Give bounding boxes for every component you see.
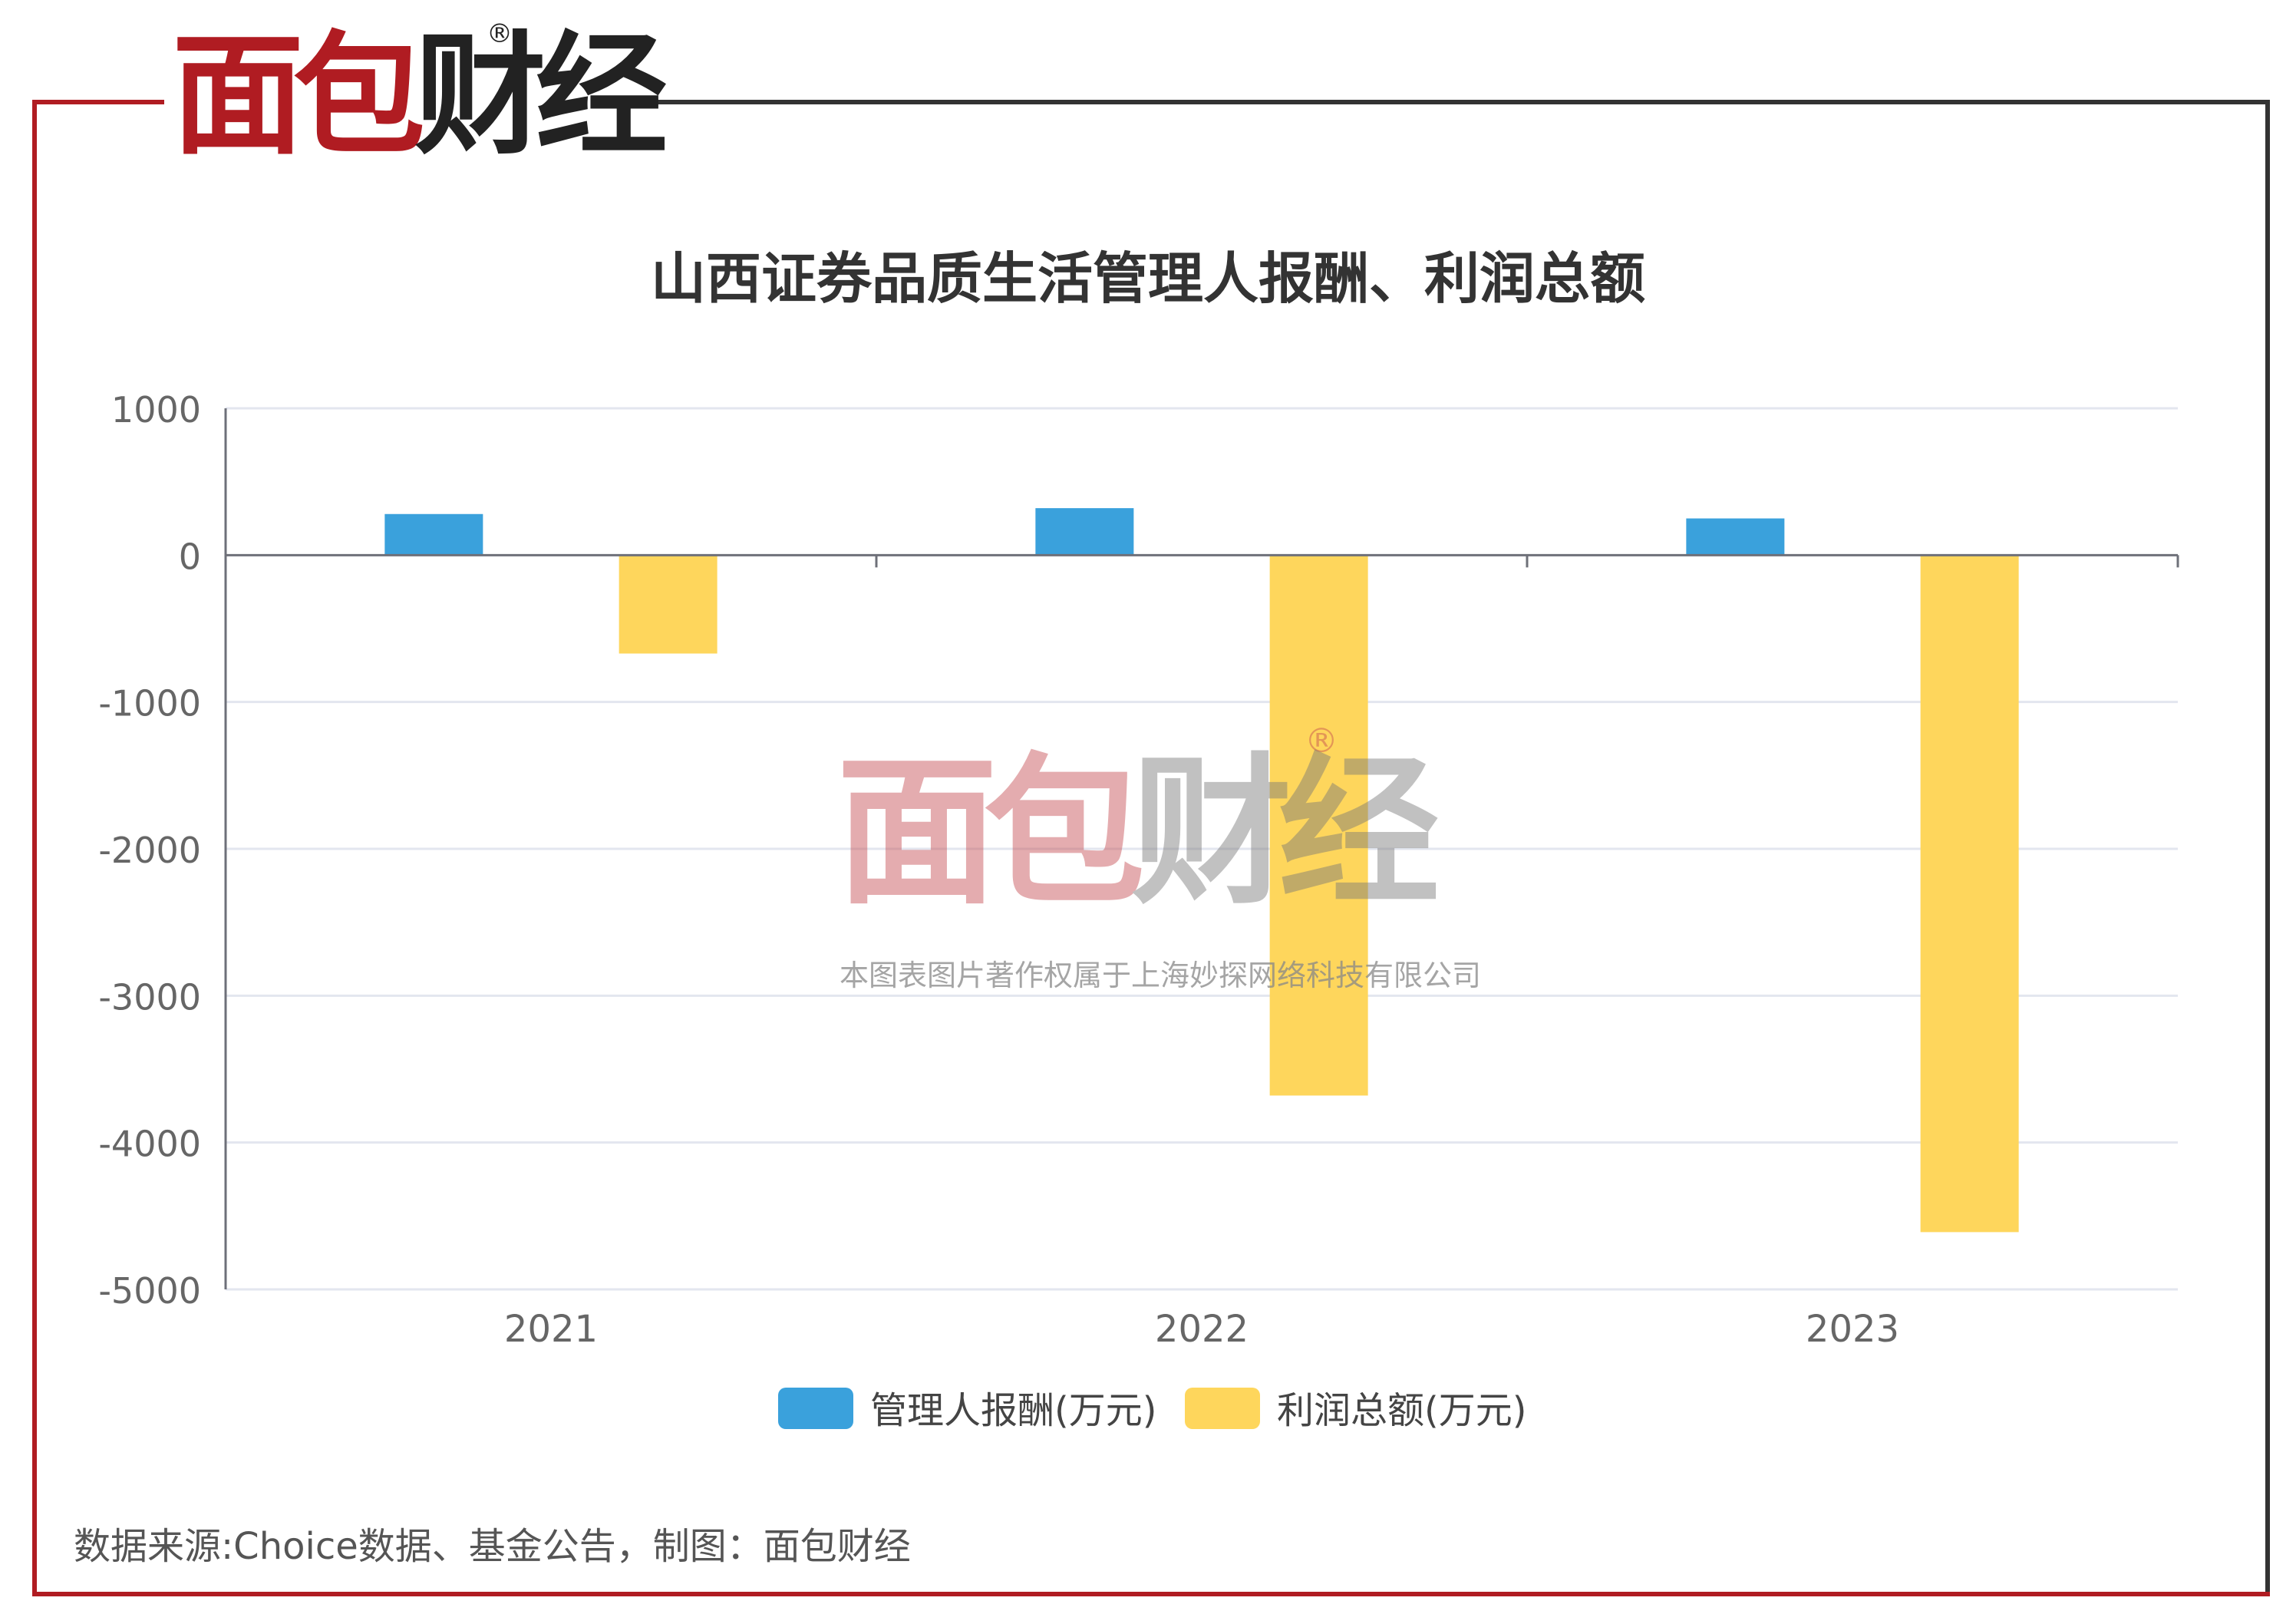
y-tick-label: -3000 — [98, 976, 201, 1018]
legend-label-manager-fee: 管理人报酬(万元) — [870, 1389, 1156, 1432]
x-tick-label: 2022 — [1155, 1308, 1249, 1351]
y-tick-label: -5000 — [98, 1270, 201, 1312]
frame-bottom-line — [32, 1592, 2270, 1596]
chart-title: 山西证券品质生活管理人报酬、利润总额 — [650, 246, 1645, 311]
y-tick-label: 0 — [179, 536, 201, 577]
bar-total-profit-2023 — [1920, 555, 2019, 1233]
registered-mark: ® — [487, 18, 513, 49]
legend-swatch-manager-fee — [778, 1388, 853, 1429]
source-note: 数据来源:Choice数据、基金公告，制图：面包财经 — [74, 1525, 911, 1568]
frame-left-line — [32, 101, 37, 1596]
brand-logo-red-text: 面包 — [172, 18, 425, 173]
bar-manager-fee-2022 — [1035, 508, 1134, 556]
y-tick-label: -4000 — [98, 1124, 201, 1165]
y-tick-label: -1000 — [98, 683, 201, 725]
x-tick-label: 2021 — [504, 1308, 598, 1351]
x-tick-label: 2023 — [1806, 1308, 1899, 1351]
brand-logo: 面包 财经 — [172, 18, 668, 173]
bar-manager-fee-2021 — [384, 513, 483, 556]
bar-total-profit-2021 — [619, 555, 718, 654]
frame-right-line — [2265, 101, 2270, 1596]
bar-total-profit-2022 — [1269, 555, 1368, 1096]
frame-top-left-line — [32, 100, 164, 104]
bar-manager-fee-2023 — [1686, 518, 1785, 556]
legend-label-total-profit: 利润总额(万元) — [1277, 1389, 1526, 1432]
frame-top-right-line — [614, 100, 2270, 104]
y-tick-label: 1000 — [111, 389, 201, 431]
y-tick-label: -2000 — [98, 830, 201, 871]
brand-logo-dark-text: 财经 — [414, 18, 668, 173]
legend-swatch-total-profit — [1185, 1388, 1260, 1429]
